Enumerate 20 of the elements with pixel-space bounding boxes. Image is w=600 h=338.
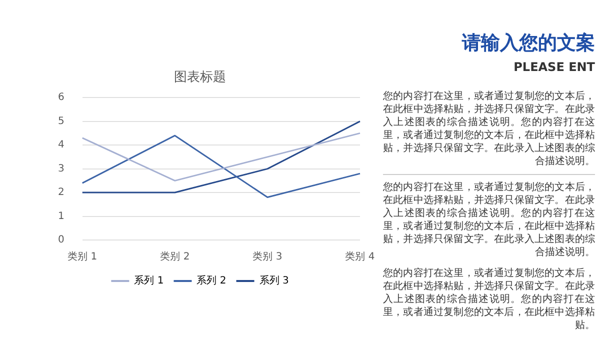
- legend-label: 系列 2: [196, 274, 226, 287]
- y-tick-label: 2: [58, 187, 64, 198]
- y-tick-label: 4: [58, 140, 64, 151]
- text: 请输入您的文案: [460, 31, 595, 56]
- y-tick-label: 0: [58, 234, 64, 246]
- x-tick-label: 类别 3: [252, 250, 282, 263]
- x-tick-label: 类别 2: [160, 250, 190, 263]
- chart-title: 图表标题: [174, 70, 226, 86]
- legend-label: 系列 3: [259, 274, 289, 287]
- x-tick-label: 类别 4: [345, 250, 375, 263]
- text: 您的内容打在这里，或者通过复制您的文本后，在此框中选择粘贴，并选择只保留文字。在此录入上述图表的综合描述说明。您的内容打在这里，或者通过复制您的文本后，在此框中选择粘贴。: [383, 267, 595, 332]
- text: PLEASE ENT: [512, 60, 595, 74]
- y-tick-label: 5: [58, 116, 64, 127]
- x-tick-label: 类别 1: [68, 250, 98, 263]
- y-tick-label: 1: [58, 210, 64, 222]
- text: 您的内容打在这里，或者通过复制您的文本后，在此框中选择粘贴，并选择只保留文字。在此录入上述图表的综合描述说明。您的内容打在这里，或者通过复制您的文本后，在此框中选择粘贴，并选择只保留文字。在此录入上述图表的综合描述说明。: [383, 181, 595, 259]
- legend-label: 系列 1: [134, 274, 164, 287]
- y-tick-label: 3: [58, 163, 64, 174]
- y-tick-label: 6: [58, 92, 64, 104]
- text: 您的内容打在这里，或者通过复制您的文本后，在此框中选择粘贴，并选择只保留文字。在此录入上述图表的综合描述说明。您的内容打在这里，或者通过复制您的文本后，在此框中选择粘贴，并选择只保留文字。在此录入上述图表的综合描述说明。: [383, 90, 595, 175]
